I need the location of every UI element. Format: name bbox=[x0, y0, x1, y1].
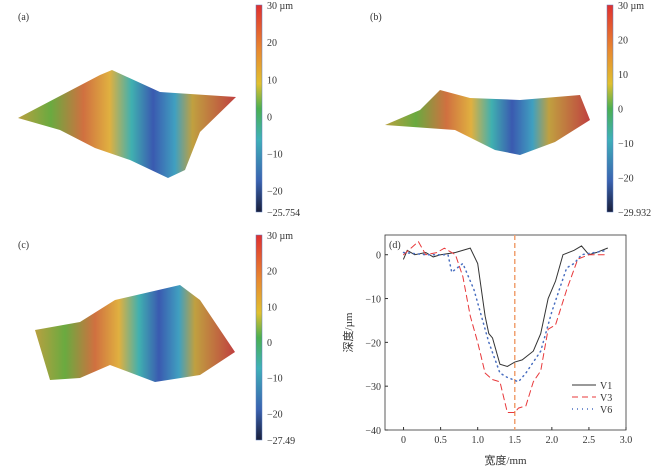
y-tick-label: −40 bbox=[365, 426, 381, 437]
colorbar-tick-label: 10 bbox=[267, 302, 277, 313]
y-axis-label: 深度/µm bbox=[341, 312, 355, 352]
legend-label: V6 bbox=[600, 405, 612, 416]
legend-label: V1 bbox=[600, 381, 612, 392]
plot-frame bbox=[384, 234, 627, 431]
colorbar-tick-label: −20 bbox=[267, 187, 283, 198]
y-tick-label: −30 bbox=[365, 382, 381, 393]
colorbar-tick-label: −10 bbox=[618, 139, 634, 150]
surface-plot-c bbox=[35, 285, 235, 382]
panel-label: (c) bbox=[18, 240, 29, 251]
colorbar-tick-label: 30 µm bbox=[618, 1, 644, 12]
surface-plot-a bbox=[18, 70, 236, 178]
panel-label: (b) bbox=[370, 12, 382, 23]
colorbar-tick-label: 10 bbox=[267, 75, 277, 86]
panel-label: (a) bbox=[18, 12, 29, 23]
y-tick-label: −10 bbox=[365, 295, 381, 306]
x-axis-label: 宽度/mm bbox=[484, 453, 527, 467]
colorbar-tick-label: −10 bbox=[267, 150, 283, 161]
x-tick-label: 1.0 bbox=[471, 435, 484, 446]
x-tick-label: 3.0 bbox=[620, 435, 633, 446]
colorbar bbox=[255, 234, 263, 441]
colorbar bbox=[606, 4, 614, 213]
surface-plot-b bbox=[385, 90, 590, 155]
y-tick-label: −20 bbox=[365, 338, 381, 349]
colorbar-tick-label: −29.932 bbox=[618, 208, 651, 219]
colorbar-tick-label: 10 bbox=[618, 70, 628, 81]
colorbar-tick-label: 0 bbox=[618, 105, 623, 116]
colorbar-tick-label: 20 bbox=[267, 267, 277, 278]
panel-label: (d) bbox=[389, 240, 401, 251]
colorbar-tick-label: 20 bbox=[267, 38, 277, 49]
colorbar-tick-label: 0 bbox=[267, 112, 272, 123]
colorbar-tick-label: −10 bbox=[267, 374, 283, 385]
x-tick-label: 2.5 bbox=[583, 435, 596, 446]
colorbar bbox=[255, 4, 263, 213]
x-tick-label: 0 bbox=[401, 435, 406, 446]
colorbar-tick-label: −25.754 bbox=[267, 208, 300, 219]
y-tick-label: 0 bbox=[376, 251, 381, 262]
x-tick-label: 0.5 bbox=[434, 435, 447, 446]
legend-label: V3 bbox=[600, 393, 612, 404]
colorbar-tick-label: 30 µm bbox=[267, 231, 293, 242]
colorbar-tick-label: −27.49 bbox=[267, 436, 295, 447]
colorbar-tick-label: 20 bbox=[618, 36, 628, 47]
x-tick-label: 1.5 bbox=[509, 435, 522, 446]
series-line-V3 bbox=[403, 240, 608, 413]
colorbar-tick-label: 0 bbox=[267, 338, 272, 349]
x-tick-label: 2.0 bbox=[546, 435, 559, 446]
colorbar-tick-label: −20 bbox=[618, 174, 634, 185]
series-line-V6 bbox=[402, 249, 609, 383]
series-line-V1 bbox=[403, 245, 608, 368]
colorbar-tick-label: −20 bbox=[267, 409, 283, 420]
colorbar-tick-label: 30 µm bbox=[267, 1, 293, 12]
